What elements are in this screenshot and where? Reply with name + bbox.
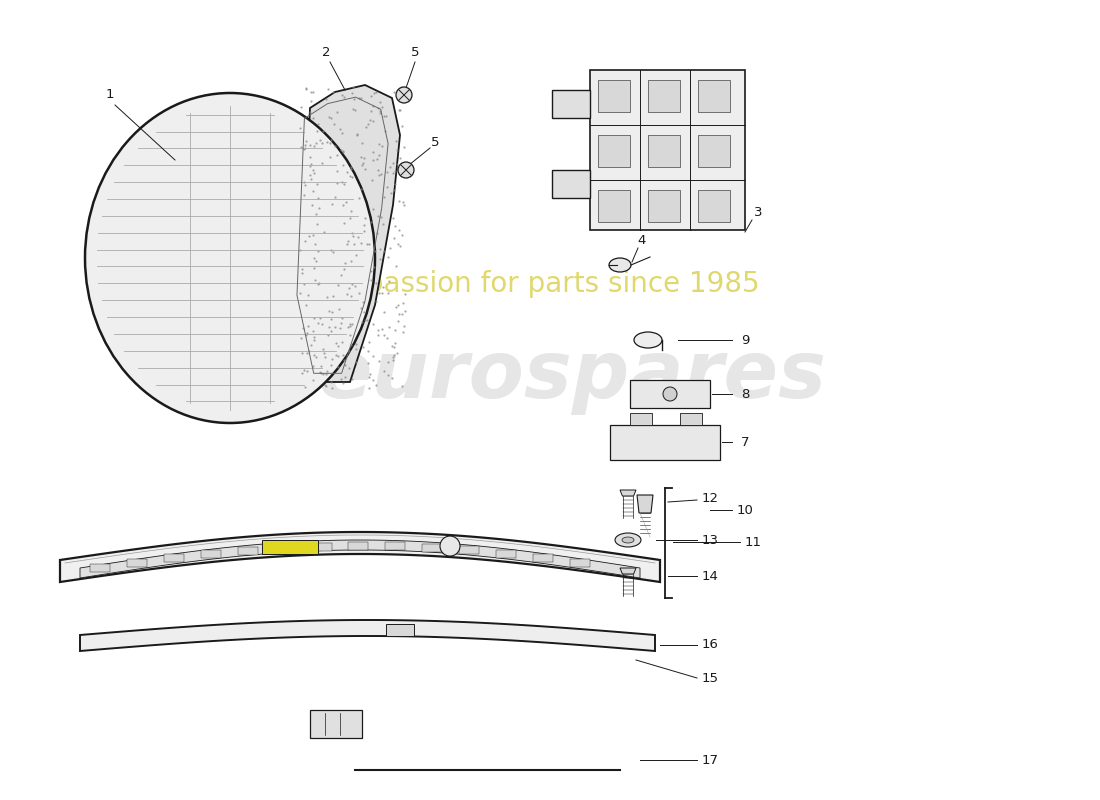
Text: 5: 5 <box>410 46 419 58</box>
Ellipse shape <box>634 332 662 348</box>
Ellipse shape <box>85 93 375 423</box>
Circle shape <box>396 87 412 103</box>
Polygon shape <box>90 564 110 572</box>
Polygon shape <box>552 170 590 198</box>
Circle shape <box>440 536 460 556</box>
Text: 4: 4 <box>638 234 646 246</box>
Text: 2: 2 <box>321 46 330 58</box>
Polygon shape <box>534 554 553 562</box>
Text: 10: 10 <box>737 503 754 517</box>
Text: 14: 14 <box>702 570 718 582</box>
Polygon shape <box>620 568 636 574</box>
Polygon shape <box>590 70 745 230</box>
Text: 16: 16 <box>702 638 718 651</box>
Text: eurospares: eurospares <box>318 337 826 415</box>
Text: 3: 3 <box>754 206 762 218</box>
Polygon shape <box>637 495 653 513</box>
Text: 13: 13 <box>702 534 718 546</box>
Polygon shape <box>698 190 730 222</box>
Polygon shape <box>422 544 442 552</box>
Text: 5: 5 <box>431 135 439 149</box>
Text: 1: 1 <box>106 89 114 102</box>
Polygon shape <box>598 80 630 112</box>
Polygon shape <box>648 80 680 112</box>
Polygon shape <box>598 135 630 167</box>
Circle shape <box>663 387 676 401</box>
Polygon shape <box>698 135 730 167</box>
Polygon shape <box>126 559 147 567</box>
Polygon shape <box>80 540 640 578</box>
Polygon shape <box>598 190 630 222</box>
Text: 11: 11 <box>745 535 761 549</box>
Text: 8: 8 <box>740 387 749 401</box>
Text: 15: 15 <box>702 671 718 685</box>
Polygon shape <box>302 85 400 382</box>
Text: a passion for parts since 1985: a passion for parts since 1985 <box>340 270 760 298</box>
Polygon shape <box>80 620 654 651</box>
Polygon shape <box>610 425 720 460</box>
Polygon shape <box>648 190 680 222</box>
Polygon shape <box>275 544 295 552</box>
Polygon shape <box>620 490 636 496</box>
Ellipse shape <box>621 537 634 543</box>
Polygon shape <box>349 542 368 550</box>
Polygon shape <box>459 546 480 554</box>
Polygon shape <box>262 540 318 554</box>
Polygon shape <box>311 542 331 550</box>
Polygon shape <box>630 413 652 425</box>
Polygon shape <box>60 532 660 582</box>
Polygon shape <box>310 710 362 738</box>
Polygon shape <box>680 413 702 425</box>
Text: 12: 12 <box>702 491 718 505</box>
Ellipse shape <box>615 533 641 547</box>
Polygon shape <box>164 554 184 562</box>
Polygon shape <box>386 624 414 636</box>
Text: 17: 17 <box>702 754 718 766</box>
Polygon shape <box>630 380 710 408</box>
Polygon shape <box>238 546 257 554</box>
Polygon shape <box>552 90 590 118</box>
Polygon shape <box>648 135 680 167</box>
Text: 9: 9 <box>740 334 749 346</box>
Text: 7: 7 <box>740 435 749 449</box>
Polygon shape <box>698 80 730 112</box>
Polygon shape <box>385 542 406 550</box>
Ellipse shape <box>609 258 631 272</box>
Polygon shape <box>201 550 221 558</box>
Polygon shape <box>570 558 590 566</box>
Polygon shape <box>496 550 516 558</box>
Circle shape <box>398 162 414 178</box>
